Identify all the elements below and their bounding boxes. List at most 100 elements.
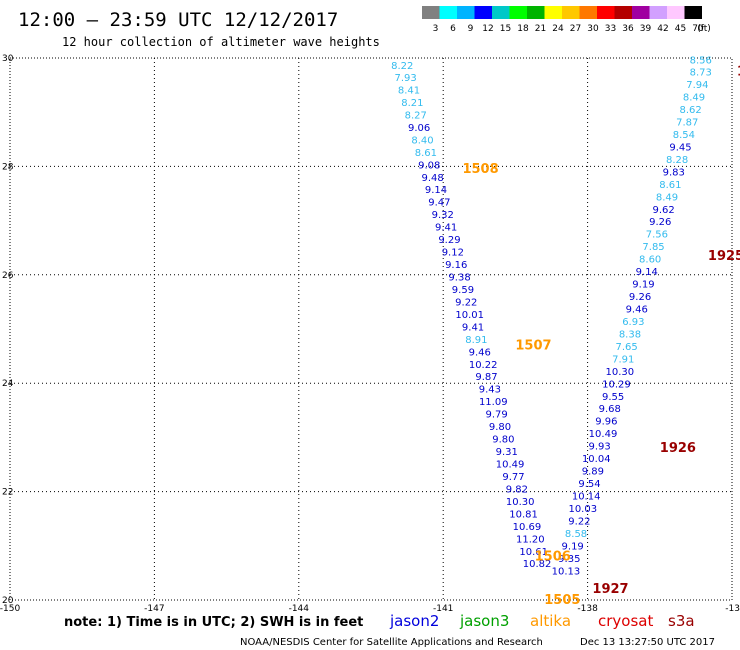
legend-label: 9 (468, 24, 474, 34)
wave-height-value: 7.93 (395, 73, 417, 84)
legend-label: 6 (450, 24, 456, 34)
wave-height-value: 9.89 (582, 467, 604, 478)
x-tick-label: -150 (0, 604, 20, 614)
wave-height-value: 9.31 (496, 447, 518, 458)
legend-label: 45 (675, 24, 686, 34)
y-tick-label: 20 (2, 596, 14, 606)
wave-height-value: 9.16 (445, 260, 467, 271)
pass-number-label: 1506 (535, 550, 571, 565)
wave-height-value: 9.19 (562, 541, 584, 552)
wave-height-value: 9.77 (502, 472, 524, 483)
map-title: 12:00 – 23:59 UTC 12/12/2017 (18, 9, 338, 31)
wave-height-value: 7.94 (686, 80, 708, 91)
wave-height-value: 9.93 (589, 442, 611, 453)
wave-height-value: 8.54 (673, 130, 695, 141)
wave-height-value: 8.49 (656, 192, 678, 203)
wave-height-value: 8.61 (415, 148, 437, 159)
wave-height-value: 10.30 (606, 367, 635, 378)
satellite-name-legend: jason2 jason3 altika cryosat s3a (389, 612, 695, 630)
pass-number-label: 1924 (737, 65, 740, 80)
wave-height-value: 7.85 (642, 242, 664, 253)
wave-height-value: 8.73 (690, 68, 712, 79)
pass-number-label: 1507 (515, 338, 551, 353)
legend-swatch (684, 6, 702, 19)
legend-swatch (597, 6, 615, 19)
legend-label: 3 (433, 24, 439, 34)
wave-height-value: 9.32 (432, 210, 454, 221)
wave-height-value: 7.56 (646, 230, 668, 241)
credit-text: NOAA/NESDIS Center for Satellite Applica… (240, 637, 543, 648)
wave-height-value: 11.20 (516, 534, 545, 545)
wave-height-value: 6.93 (622, 317, 644, 328)
wave-height-value: 9.43 (479, 385, 501, 396)
pass-number-label: 1926 (660, 441, 696, 456)
y-tick-label: 26 (2, 271, 14, 281)
wave-height-value: 10.69 (513, 522, 542, 533)
legend-label: 15 (500, 24, 511, 34)
legend-swatch (439, 6, 457, 19)
wave-height-value: 7.65 (615, 342, 637, 353)
satellite-name: cryosat (598, 612, 653, 630)
wave-height-value: 9.26 (649, 217, 671, 228)
y-tick-label: 30 (2, 54, 14, 64)
legend-swatch (649, 6, 667, 19)
wave-height-value: 9.46 (469, 347, 491, 358)
wave-height-value: 11.09 (479, 397, 508, 408)
wave-height-value: 10.61 (519, 547, 548, 558)
wave-height-value: 8.21 (401, 98, 423, 109)
footer-note: note: 1) Time is in UTC; 2) SWH is in fe… (64, 615, 363, 630)
wave-height-value: 10.30 (506, 497, 535, 508)
wave-height-value: 10.01 (455, 310, 484, 321)
legend-swatch (667, 6, 685, 19)
wave-height-value: 9.47 (428, 198, 450, 209)
wave-height-value: 10.13 (552, 566, 581, 577)
legend-unit: (ft) (697, 24, 711, 34)
wave-height-value: 9.26 (629, 292, 651, 303)
legend-swatch (527, 6, 545, 19)
wave-height-value: 9.68 (599, 404, 621, 415)
wave-height-value: 9.55 (602, 392, 624, 403)
wave-height-value: 7.87 (676, 117, 698, 128)
wave-height-value: 9.08 (418, 160, 440, 171)
wave-height-value: 10.49 (496, 460, 525, 471)
pass-number-label: 1927 (592, 582, 628, 597)
legend-swatch (632, 6, 650, 19)
wave-height-value: 9.19 (632, 280, 654, 291)
wave-height-value: 8.56 (690, 56, 712, 67)
wave-height-value: 8.91 (465, 335, 487, 346)
y-tick-label: 24 (2, 379, 14, 389)
legend-swatch (509, 6, 527, 19)
satellite-name: altika (530, 612, 571, 630)
wave-height-value: 9.45 (669, 142, 691, 153)
pass-number-label: 1505 (544, 593, 580, 608)
axis-tick-labels: -150 -147 -144 -141 -138 -13 30 28 26 24 22 20 (0, 54, 740, 614)
map-subtitle: 12 hour collection of altimeter wave hei… (62, 35, 380, 49)
map-grid (10, 58, 732, 600)
wave-height-value: 9.46 (626, 304, 648, 315)
satellite-tracks: 8.227.938.418.218.279.068.408.619.089.48… (391, 56, 712, 578)
wave-height-value: 9.87 (475, 372, 497, 383)
legend-label: 33 (605, 24, 616, 34)
wave-height-value: 8.49 (683, 93, 705, 104)
wave-height-value: 9.29 (438, 235, 460, 246)
wave-height-value: 10.49 (589, 429, 618, 440)
legend-label: 36 (622, 24, 634, 34)
legend-swatch (544, 6, 562, 19)
legend-swatch (457, 6, 475, 19)
pass-number-label: 1508 (462, 162, 498, 177)
wave-height-value: 9.22 (568, 516, 590, 527)
pass-number-label: 1925 (708, 249, 740, 264)
legend-label: 12 (482, 24, 493, 34)
wave-height-value: 8.58 (565, 529, 587, 540)
wave-height-value: 10.81 (509, 509, 538, 520)
x-tick-label: -138 (577, 604, 598, 614)
legend-label: 21 (535, 24, 546, 34)
wave-height-value: 9.14 (636, 267, 658, 278)
legend-label: 18 (517, 24, 529, 34)
wave-height-value: 9.06 (408, 123, 430, 134)
wave-height-value: 8.27 (405, 110, 427, 121)
legend-label: 42 (657, 24, 668, 34)
wave-height-value: 9.41 (462, 322, 484, 333)
wave-height-value: 8.40 (411, 135, 433, 146)
